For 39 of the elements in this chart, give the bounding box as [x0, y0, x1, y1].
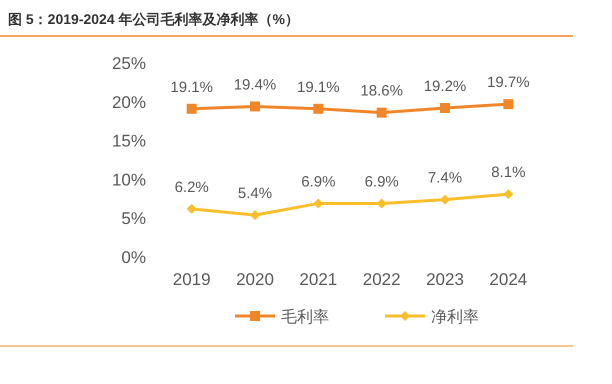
- legend-label: 毛利率: [281, 308, 329, 326]
- data-label: 19.1%: [297, 78, 340, 96]
- y-tick-label: 25%: [112, 54, 146, 73]
- x-tick-label: 2023: [426, 270, 464, 289]
- point: [376, 108, 387, 118]
- data-label: 5.4%: [238, 185, 272, 202]
- y-tick-label: 5%: [121, 209, 146, 228]
- point: [250, 210, 260, 220]
- data-label: 6.9%: [364, 173, 399, 190]
- point: [313, 198, 324, 208]
- x-tick-label: 2024: [489, 270, 528, 289]
- data-label: 18.6%: [360, 82, 403, 100]
- data-label: 8.1%: [491, 164, 526, 182]
- y-tick-label: 20%: [112, 92, 146, 112]
- point: [440, 103, 450, 114]
- y-tick-label: 15%: [112, 132, 146, 151]
- point: [503, 99, 514, 110]
- point: [250, 101, 260, 112]
- chart-title: 图 5：2019-2024 年公司毛利率及净利率（%）: [8, 11, 299, 27]
- y-tick-label: 10%: [112, 170, 146, 190]
- data-label: 6.2%: [174, 178, 209, 196]
- point: [376, 198, 387, 208]
- data-label: 6.9%: [301, 173, 336, 190]
- point: [313, 104, 324, 114]
- legend-label: 净利率: [431, 308, 479, 326]
- data-label: 19.7%: [487, 74, 530, 92]
- data-label: 7.4%: [428, 170, 462, 187]
- x-tick-label: 2021: [299, 270, 338, 289]
- data-label: 19.4%: [234, 76, 276, 94]
- point: [440, 194, 450, 205]
- data-label: 19.1%: [170, 78, 213, 96]
- point: [186, 204, 197, 214]
- x-tick-label: 2019: [172, 270, 211, 289]
- point: [503, 189, 514, 200]
- x-tick-label: 2020: [236, 270, 274, 289]
- point: [186, 104, 197, 114]
- x-tick-label: 2022: [362, 270, 401, 289]
- y-tick-label: 0%: [121, 248, 146, 267]
- data-label: 19.2%: [424, 78, 466, 96]
